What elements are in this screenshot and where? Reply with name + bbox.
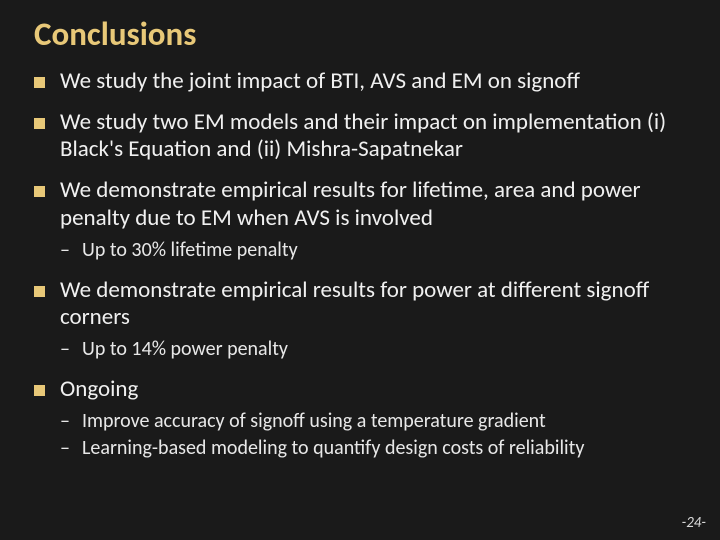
bullet-text: Ongoing (60, 375, 138, 403)
sub-item: Improve accuracy of signoff using a temp… (60, 409, 692, 434)
list-item: We study the joint impact of BTI, AVS an… (28, 68, 692, 95)
list-item: We demonstrate empirical results for lif… (28, 177, 692, 262)
bullet-text: We demonstrate empirical results for lif… (60, 176, 641, 231)
sub-list: Up to 14% power penalty (60, 337, 692, 362)
list-item: Ongoing Improve accuracy of signoff usin… (28, 376, 692, 461)
list-item: We demonstrate empirical results for pow… (28, 277, 692, 362)
sub-list: Improve accuracy of signoff using a temp… (60, 409, 692, 461)
page-number: -24- (682, 514, 706, 532)
bullet-text: We study the joint impact of BTI, AVS an… (60, 67, 580, 95)
slide: Conclusions We study the joint impact of… (0, 0, 720, 540)
sub-list: Up to 30% lifetime penalty (60, 238, 692, 263)
sub-item: Up to 14% power penalty (60, 337, 692, 362)
bullet-text: We study two EM models and their impact … (60, 108, 666, 163)
sub-item: Learning-based modeling to quantify desi… (60, 436, 692, 461)
bullet-text: We demonstrate empirical results for pow… (60, 276, 649, 331)
list-item: We study two EM models and their impact … (28, 109, 692, 163)
sub-item: Up to 30% lifetime penalty (60, 238, 692, 263)
bullet-list: We study the joint impact of BTI, AVS an… (28, 68, 692, 461)
slide-title: Conclusions (34, 14, 692, 54)
